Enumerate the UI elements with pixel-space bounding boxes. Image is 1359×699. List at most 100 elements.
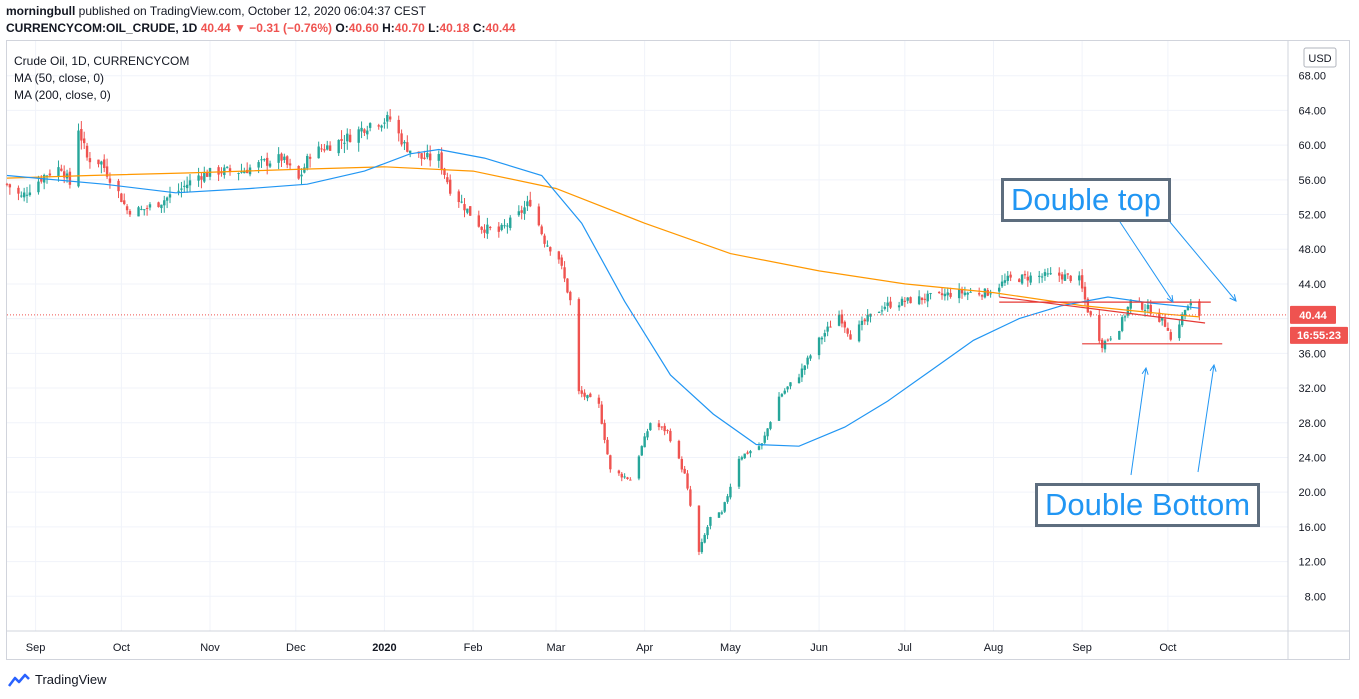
- candle-body: [520, 210, 523, 213]
- candle-body: [1169, 332, 1172, 340]
- candle-body: [583, 392, 586, 397]
- candle-body: [1129, 299, 1132, 309]
- candle-body: [863, 319, 867, 322]
- candle-body: [626, 477, 629, 480]
- candle-body: [326, 145, 329, 150]
- countdown-badge: [1290, 326, 1348, 344]
- candle-body: [563, 267, 566, 279]
- last-price-badge-text: 40.44: [1299, 310, 1327, 322]
- candle-body: [317, 146, 320, 159]
- candle-body: [860, 320, 864, 325]
- candle-body: [100, 161, 103, 165]
- candle-body: [283, 156, 286, 161]
- candle-body: [180, 188, 183, 190]
- grid-lines: [7, 41, 1288, 631]
- candle-body: [677, 440, 681, 459]
- candle-body: [1060, 274, 1064, 280]
- candle-body: [62, 171, 66, 178]
- candle-body: [446, 177, 449, 183]
- legend-ma50[interactable]: MA (50, close, 0): [14, 71, 105, 85]
- candle-body: [580, 390, 583, 394]
- legend-title[interactable]: Crude Oil, 1D, CURRENCYCOM: [14, 54, 190, 68]
- candle-body: [840, 314, 844, 324]
- candle-body: [817, 337, 821, 356]
- candle-body: [600, 404, 603, 424]
- candle-body: [140, 208, 143, 210]
- candle-body: [83, 138, 86, 144]
- legend-ma200[interactable]: MA (200, close, 0): [14, 88, 111, 102]
- candle-body: [669, 430, 672, 442]
- candle-body: [97, 159, 100, 165]
- price-tick-label: 48.00: [1298, 244, 1326, 256]
- candle-body: [480, 226, 483, 230]
- price-tick-label: 64.00: [1298, 105, 1326, 117]
- candle-body: [806, 357, 809, 365]
- candle-body: [943, 293, 947, 297]
- time-tick-label: Oct: [113, 642, 130, 654]
- candle-body: [320, 148, 323, 150]
- candle-body: [428, 153, 432, 161]
- candle-body: [857, 324, 861, 342]
- candle-body: [706, 526, 709, 536]
- candle-body: [457, 191, 460, 203]
- candle-body: [337, 140, 340, 154]
- candle-body: [549, 247, 552, 252]
- candle-body: [400, 133, 403, 145]
- candle-body: [803, 365, 806, 370]
- candle-body: [966, 292, 969, 295]
- candle-body: [1120, 317, 1124, 331]
- chart-frame: [6, 40, 1350, 660]
- candle-body: [157, 202, 160, 208]
- candle-body: [577, 299, 581, 392]
- candle-body: [1183, 310, 1187, 316]
- candle-body: [80, 129, 83, 141]
- candle-body: [589, 393, 592, 398]
- time-tick-label: Sep: [26, 642, 46, 654]
- candle-body: [477, 215, 480, 227]
- footer-brand[interactable]: TradingView: [8, 672, 107, 687]
- annotation-arrow: [1130, 367, 1147, 476]
- ma50-line: [6, 148, 1200, 447]
- candle-body: [783, 390, 786, 394]
- candle-body: [609, 455, 612, 470]
- candle-body: [37, 181, 40, 193]
- candle-body: [489, 227, 492, 229]
- candle-body: [303, 167, 306, 173]
- candle-body: [1043, 272, 1047, 276]
- author-name[interactable]: morningbull: [6, 4, 76, 18]
- candle-body: [540, 226, 543, 235]
- candle-body: [1038, 275, 1041, 277]
- candle-body: [663, 425, 666, 432]
- candle-body: [946, 292, 949, 296]
- down-arrow-icon: ▼: [234, 21, 246, 35]
- candle-body: [720, 512, 724, 514]
- candle-body: [746, 452, 749, 454]
- candle-body: [263, 159, 266, 161]
- candle-body: [497, 226, 501, 232]
- candle-body: [640, 446, 643, 456]
- candle-body: [1018, 279, 1021, 282]
- candle-body: [60, 168, 63, 171]
- candle-body: [969, 291, 972, 293]
- price-tick-label: 28.00: [1298, 418, 1326, 430]
- candle-body: [17, 187, 20, 194]
- time-tick-label: Apr: [636, 642, 653, 654]
- high-label: H:: [382, 21, 395, 35]
- candle-body: [437, 154, 440, 161]
- candle-body: [57, 167, 60, 176]
- candle-body: [1000, 281, 1004, 287]
- candle-body: [906, 297, 909, 301]
- candle-body: [949, 292, 952, 297]
- quote-line: CURRENCYCOM:OIL_CRUDE, 1D 40.44 ▼ −0.31 …: [6, 21, 516, 35]
- candle-body: [240, 171, 243, 173]
- candle-body: [797, 377, 801, 384]
- candle-body: [660, 426, 663, 428]
- candle-body: [629, 479, 632, 481]
- candle-body: [643, 436, 646, 448]
- time-tick-label: Aug: [984, 642, 1004, 654]
- candle-body: [1029, 275, 1032, 283]
- candle-body: [120, 193, 123, 203]
- time-tick-label: Dec: [286, 642, 306, 654]
- countdown-badge-text: 16:55:23: [1297, 330, 1341, 342]
